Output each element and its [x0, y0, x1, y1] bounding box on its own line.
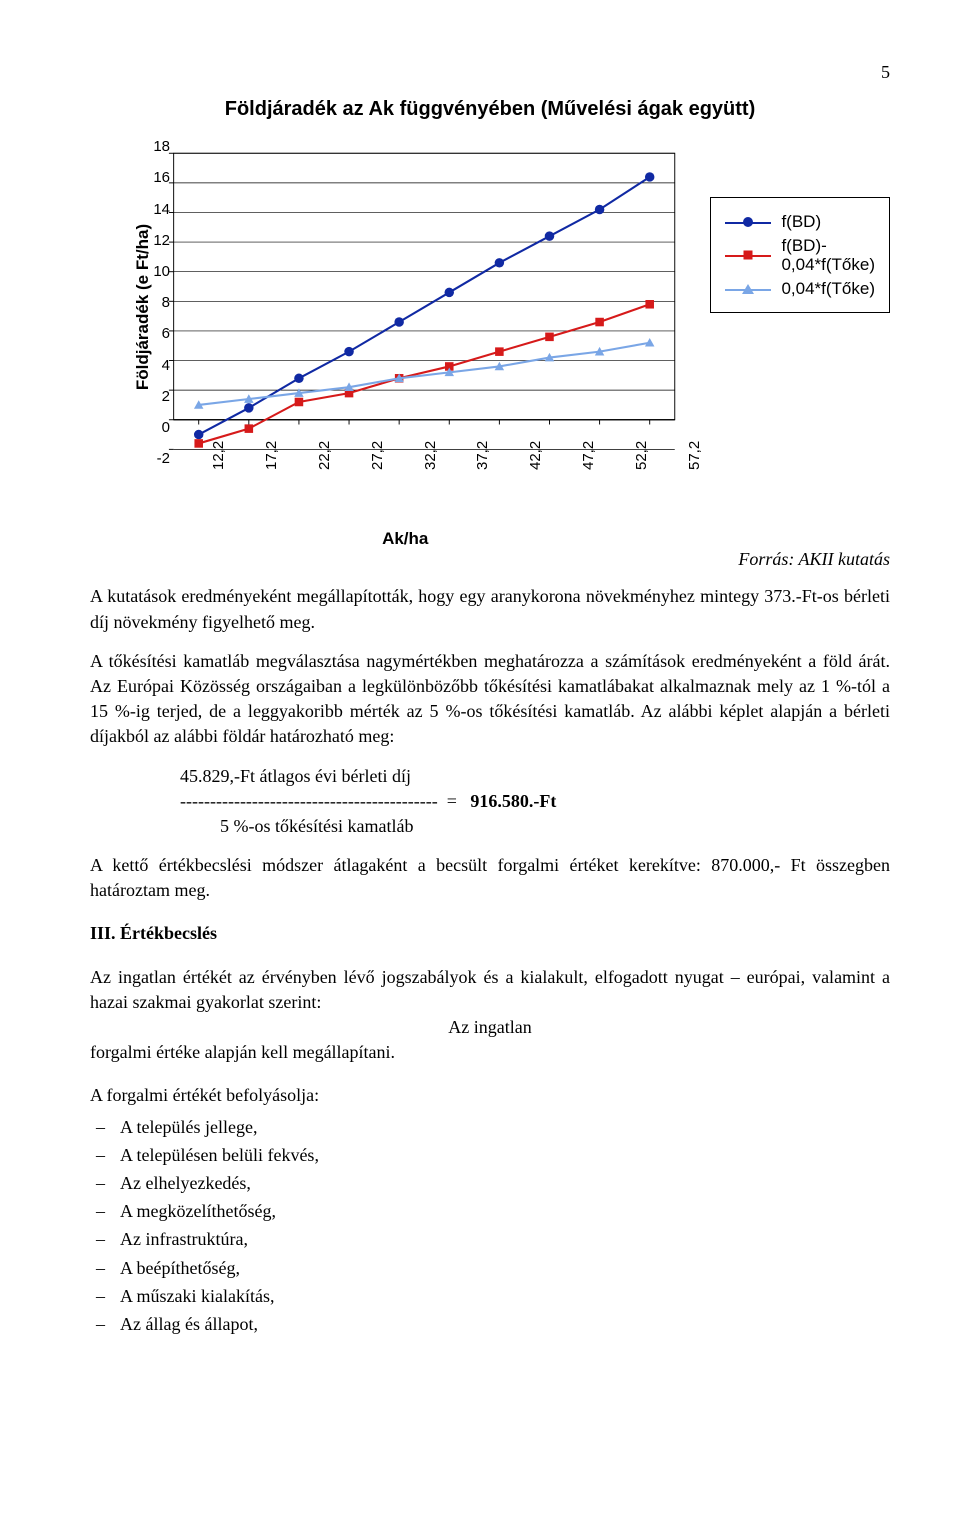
list-item: Az infrastruktúra,: [90, 1227, 890, 1252]
chart-xtick: 42,2: [525, 441, 546, 470]
paragraph-2: A tőkésítési kamatláb megválasztása nagy…: [90, 649, 890, 750]
calc-numerator: 45.829,-Ft átlagos évi bérleti díj: [180, 764, 890, 789]
legend-label: f(BD)- 0,04*f(Tőke): [781, 236, 875, 275]
chart-ytick: 6: [140, 323, 170, 344]
section-3-center: Az ingatlan: [90, 1015, 890, 1040]
chart-svg: [130, 137, 680, 477]
section-3-title: III. Értékbecslés: [90, 923, 217, 943]
legend-item: 0,04*f(Tőke): [725, 279, 875, 299]
list-item: A beépíthetőség,: [90, 1256, 890, 1281]
chart-ytick: 10: [140, 261, 170, 282]
legend-label: f(BD): [781, 212, 821, 232]
paragraph-1: A kutatások eredményeként megállapítottá…: [90, 584, 890, 634]
chart-block: Földjáradék (e Ft/ha) 12,217,222,227,232…: [90, 137, 890, 505]
calc-fraction-line: ----------------------------------------…: [180, 789, 438, 814]
list-item: A településen belüli fekvés,: [90, 1143, 890, 1168]
chart-xtick: 37,2: [472, 441, 493, 470]
list-item: Az állag és állapot,: [90, 1312, 890, 1337]
chart-xtick: 52,2: [631, 441, 652, 470]
chart-ytick: 18: [140, 136, 170, 157]
chart-ytick: 2: [140, 386, 170, 407]
legend-item: f(BD)- 0,04*f(Tőke): [725, 236, 875, 275]
page-number: 5: [90, 60, 890, 85]
chart-plot-area: Földjáradék (e Ft/ha) 12,217,222,227,232…: [130, 137, 680, 477]
section-3-heading: III. Értékbecslés: [90, 921, 890, 946]
calc-equals: =: [438, 789, 471, 814]
chart-ytick: 0: [140, 417, 170, 438]
chart-ytick: 4: [140, 355, 170, 376]
chart-xtick: 12,2: [208, 441, 229, 470]
chart-xtick: 27,2: [367, 441, 388, 470]
calc-result: 916.580.-Ft: [470, 789, 556, 814]
section-3-p1b: forgalmi értéke alapján kell megállapíta…: [90, 1040, 890, 1065]
chart-ytick: 12: [140, 230, 170, 251]
section-3-p1a: Az ingatlan értékét az érvényben lévő jo…: [90, 965, 890, 1015]
chart-ytick: 14: [140, 199, 170, 220]
chart-xtick: 22,2: [314, 441, 335, 470]
list-item: Az elhelyezkedés,: [90, 1171, 890, 1196]
chart-ytick: 8: [140, 292, 170, 313]
chart-xtick: 47,2: [578, 441, 599, 470]
chart-ytick: 16: [140, 167, 170, 188]
list-item: A műszaki kialakítás,: [90, 1284, 890, 1309]
chart-ytick: -2: [140, 448, 170, 469]
chart-source: Forrás: AKII kutatás: [90, 547, 890, 572]
chart-legend: f(BD) f(BD)- 0,04*f(Tőke) 0,04*f(Tőke): [710, 197, 890, 313]
paragraph-3: A kettő értékbecslési módszer átlagaként…: [90, 853, 890, 903]
section-3-listhead: A forgalmi értékét befolyásolja:: [90, 1083, 890, 1108]
chart-xtick: 32,2: [420, 441, 441, 470]
chart-title: Földjáradék az Ak függvényében (Művelési…: [90, 95, 890, 123]
list-item: A település jellege,: [90, 1115, 890, 1140]
chart-xtick: 57,2: [684, 441, 705, 470]
calculation-block: 45.829,-Ft átlagos évi bérleti díj -----…: [180, 764, 890, 840]
list-item: A megközelíthetőség,: [90, 1199, 890, 1224]
legend-label: 0,04*f(Tőke): [781, 279, 875, 299]
section-3-list: A település jellege, A településen belüli…: [90, 1115, 890, 1338]
chart-xlabel: Ak/ha: [382, 527, 428, 551]
legend-item: f(BD): [725, 212, 875, 232]
chart-xtick: 17,2: [261, 441, 282, 470]
calc-denominator: 5 %-os tőkésítési kamatláb: [180, 814, 890, 839]
